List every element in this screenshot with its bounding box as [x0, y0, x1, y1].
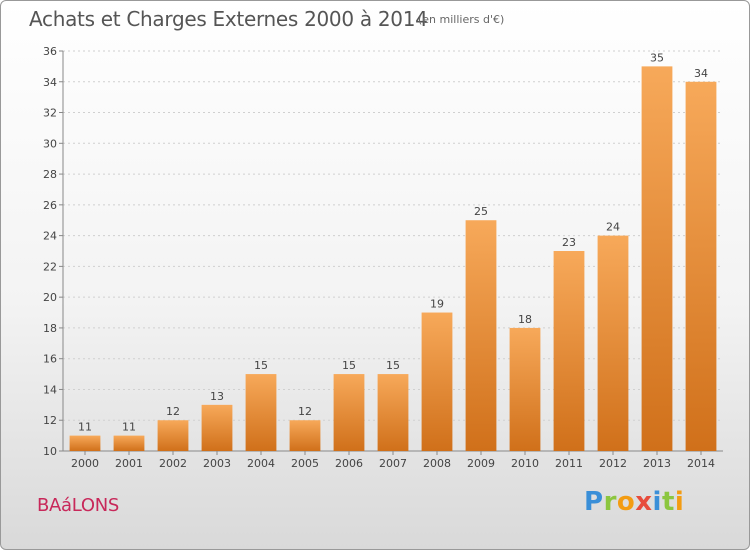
bar [641, 66, 673, 451]
data-label: 12 [298, 405, 312, 418]
y-tick-label: 10 [43, 445, 57, 458]
data-label: 35 [650, 51, 664, 64]
x-tick-label: 2004 [247, 457, 275, 470]
y-tick-label: 16 [43, 353, 57, 366]
bar [113, 435, 145, 451]
data-label: 15 [386, 359, 400, 372]
bar [465, 220, 497, 451]
town-name: BAáLONS [37, 495, 120, 516]
x-tick-label: 2007 [379, 457, 407, 470]
x-tick-label: 2003 [203, 457, 231, 470]
y-tick-label: 36 [43, 45, 57, 58]
data-label: 12 [166, 405, 180, 418]
y-tick-label: 30 [43, 137, 57, 150]
data-label: 24 [606, 221, 620, 234]
x-tick-label: 2010 [511, 457, 539, 470]
bar [685, 81, 717, 452]
y-tick-label: 24 [43, 230, 57, 243]
data-label: 18 [518, 313, 532, 326]
y-tick-label: 18 [43, 322, 57, 335]
bar [597, 235, 629, 451]
y-tick-label: 32 [43, 107, 57, 120]
bar [421, 312, 453, 451]
bar [553, 251, 585, 451]
y-tick-label: 26 [43, 199, 57, 212]
logo-letter: o [616, 487, 636, 517]
bar [509, 327, 541, 451]
x-tick-label: 2001 [115, 457, 143, 470]
y-tick-label: 28 [43, 168, 57, 181]
data-label: 23 [562, 236, 576, 249]
y-tick-label: 22 [43, 260, 57, 273]
x-tick-label: 2011 [555, 457, 583, 470]
bar [377, 374, 409, 451]
x-tick-label: 2002 [159, 457, 187, 470]
logo-letter: t [661, 487, 675, 517]
logo-letter: r [603, 487, 617, 517]
x-tick-label: 2008 [423, 457, 451, 470]
data-label: 13 [210, 390, 224, 403]
logo-letter: P [584, 487, 604, 517]
logo-letter: x [635, 487, 653, 517]
data-label: 11 [78, 421, 92, 434]
chart-subtitle: (en milliers d'€) [418, 13, 505, 26]
x-tick-label: 2000 [71, 457, 99, 470]
data-label: 34 [694, 67, 708, 80]
logo-letter: i [674, 487, 685, 517]
logo-letter: i [652, 487, 662, 517]
data-label: 11 [122, 421, 136, 434]
chart-title: Achats et Charges Externes 2000 à 2014 [29, 7, 428, 31]
x-tick-label: 2014 [687, 457, 715, 470]
bar [289, 420, 321, 451]
x-tick-label: 2005 [291, 457, 319, 470]
x-tick-label: 2013 [643, 457, 671, 470]
y-tick-label: 20 [43, 291, 57, 304]
data-label: 15 [254, 359, 268, 372]
y-tick-label: 12 [43, 414, 57, 427]
y-tick-label: 14 [43, 383, 57, 396]
bar [333, 374, 365, 451]
bar [245, 374, 277, 451]
bar [69, 435, 101, 451]
x-tick-label: 2006 [335, 457, 363, 470]
bar [201, 404, 233, 451]
x-tick-label: 2012 [599, 457, 627, 470]
proxiti-logo[interactable]: Proxiti [584, 487, 684, 517]
bar [157, 420, 189, 451]
data-label: 19 [430, 298, 444, 311]
data-label: 15 [342, 359, 356, 372]
data-label: 25 [474, 205, 488, 218]
y-tick-label: 34 [43, 76, 57, 89]
x-tick-label: 2009 [467, 457, 495, 470]
